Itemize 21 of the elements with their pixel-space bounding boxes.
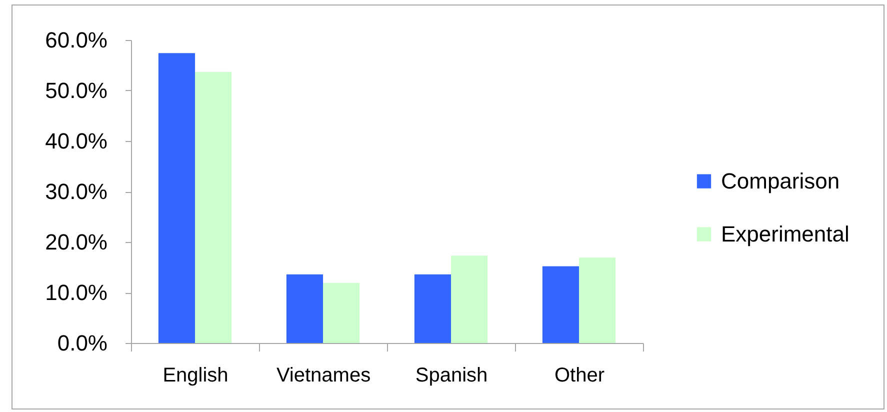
bar xyxy=(195,72,232,343)
bar xyxy=(451,256,488,343)
y-tick-label: 50.0% xyxy=(45,78,108,103)
bar xyxy=(286,274,323,343)
bar xyxy=(323,282,360,343)
x-tick-label: Vietnames xyxy=(276,364,371,386)
y-tick-label: 40.0% xyxy=(45,128,108,154)
y-tick-label: 20.0% xyxy=(45,230,108,254)
bar xyxy=(579,258,616,343)
bar xyxy=(542,266,579,343)
x-tick-label: Spanish xyxy=(415,364,488,386)
y-tick-label: 0.0% xyxy=(57,330,108,356)
bar xyxy=(414,274,451,343)
bar xyxy=(158,53,195,343)
y-tick-label: 30.0% xyxy=(45,179,108,204)
x-tick-label: English xyxy=(162,364,228,386)
x-tick-label: Other xyxy=(554,364,605,386)
legend-label: Experimental xyxy=(721,221,850,246)
legend-label: Comparison xyxy=(721,168,840,194)
y-tick-label: 60.0% xyxy=(45,28,108,52)
y-tick-label: 10.0% xyxy=(45,280,108,305)
